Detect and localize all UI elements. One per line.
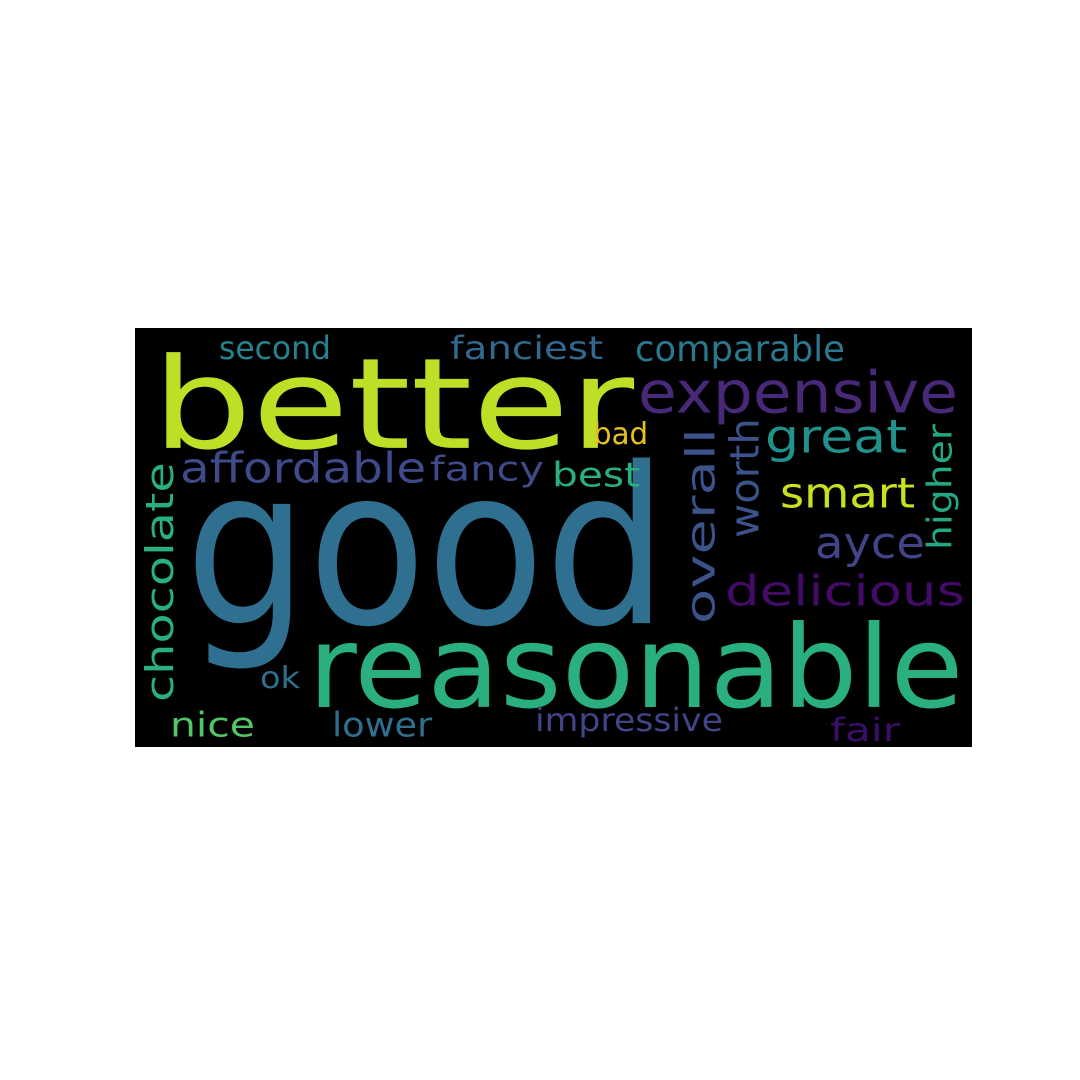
word-good: good — [185, 420, 668, 676]
word-affordable: affordable — [180, 443, 427, 493]
word-higher: higher — [919, 424, 960, 550]
word-comparable: comparable — [635, 328, 845, 370]
word-ok: ok — [260, 660, 301, 696]
word-ayce: ayce — [815, 517, 925, 569]
word-impressive: impressive — [535, 701, 723, 739]
word-lower: lower — [332, 704, 433, 745]
word-second: second — [219, 329, 331, 367]
word-chocolate: chocolate — [137, 462, 183, 702]
word-nice: nice — [170, 704, 255, 745]
word-worth: worth — [721, 418, 769, 538]
word-best: best — [552, 454, 641, 495]
word-expensive: expensive — [638, 358, 958, 427]
word-better: better — [152, 330, 635, 479]
word-delicious: delicious — [725, 566, 965, 616]
word-cloud: good better reasonable expensive afforda… — [135, 328, 972, 747]
word-reasonable: reasonable — [308, 600, 964, 735]
word-great: great — [765, 409, 908, 464]
word-bad: bad — [593, 416, 649, 452]
word-fanciest: fanciest — [450, 329, 604, 367]
word-fair: fair — [830, 711, 901, 747]
word-overall: overall — [677, 428, 725, 624]
word-fancy: fancy — [430, 448, 545, 489]
word-smart: smart — [780, 468, 916, 518]
